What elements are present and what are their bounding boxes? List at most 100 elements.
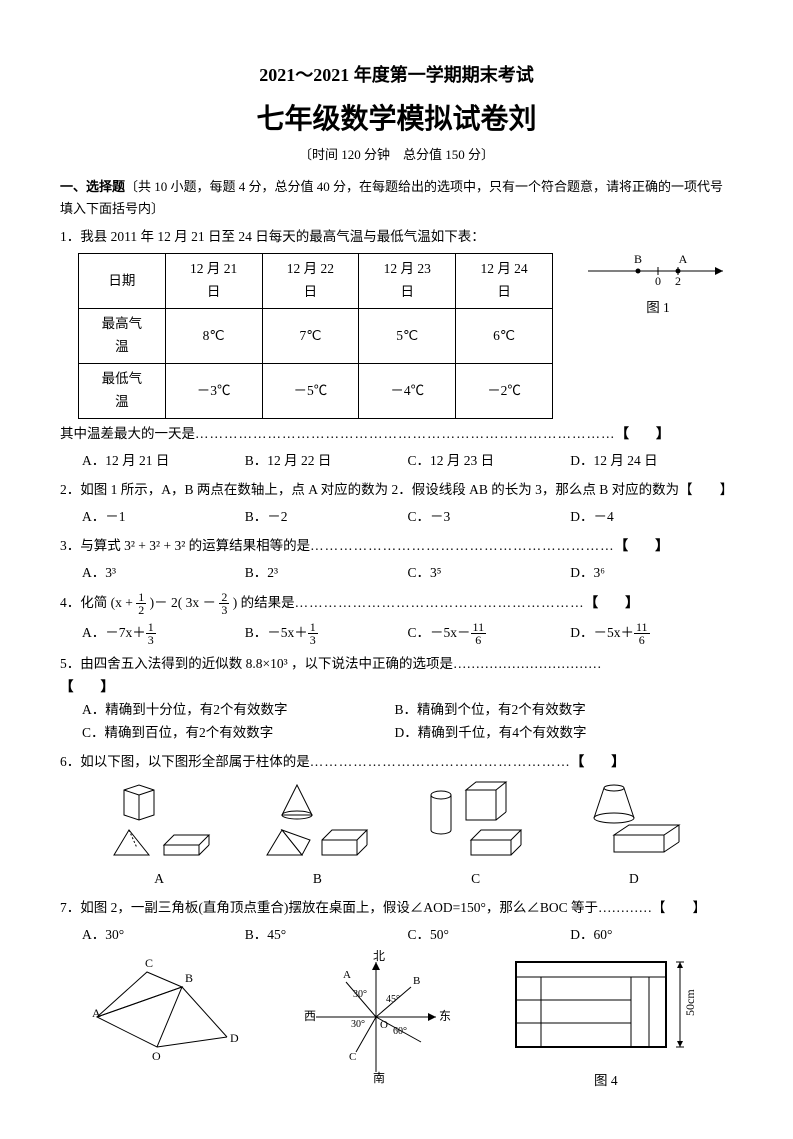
q2-opt-c[interactable]: C．－3	[408, 506, 571, 529]
q7-text: 7．如图 2，一副三角板(直角顶点重合)摆放在桌面上，假设∠AOD=150°，那…	[60, 897, 733, 920]
svg-text:北: 北	[373, 949, 385, 963]
svg-text:C: C	[349, 1051, 356, 1063]
q6-shape-c[interactable]: C	[421, 780, 531, 891]
answer-bracket: 【 】	[616, 426, 670, 441]
svg-text:东: 东	[439, 1009, 451, 1023]
q1-opt-c[interactable]: C．12 月 23 日	[408, 450, 571, 473]
q1-r1c2: －5℃	[262, 364, 359, 419]
q1-r0c1: 8℃	[165, 309, 262, 364]
q5-opt-b[interactable]: B．精确到个位，有2个有效数字	[394, 699, 706, 722]
svg-text:60°: 60°	[393, 1026, 407, 1037]
q1-th-1: 12 月 21 日	[165, 254, 262, 309]
svg-text:B: B	[634, 252, 642, 266]
question-2: 2．如图 1 所示，A，B 两点在数轴上，点 A 对应的数为 2．假设线段 AB…	[60, 479, 733, 529]
q6-shape-b[interactable]: B	[262, 780, 372, 891]
q1-opt-d[interactable]: D．12 月 24 日	[570, 450, 733, 473]
q2-opt-d[interactable]: D．－4	[570, 506, 733, 529]
q4-frac1: 12	[136, 591, 146, 617]
q3-options: A．3³ B．2³ C．3⁵ D．3⁶	[82, 562, 733, 585]
q1-r1c3: －4℃	[359, 364, 456, 419]
dots: ………………………………………………	[310, 754, 571, 769]
q2-text: 2．如图 1 所示，A，B 两点在数轴上，点 A 对应的数为 2．假设线段 AB…	[60, 479, 733, 502]
q4-lead: 4．化简 (x +	[60, 595, 136, 610]
q7-opt-b[interactable]: B．45°	[245, 924, 408, 947]
q3-opt-b[interactable]: B．2³	[245, 562, 408, 585]
q5-text: 5．由四舍五入法得到的近似数 8.8×10³ ，以下说法中正确的选项是………………	[60, 653, 733, 676]
q3-text: 3．与算式 3² + 3² + 3² 的运算结果相等的是…………………………………	[60, 535, 733, 558]
question-7: 7．如图 2，一副三角板(直角顶点重合)摆放在桌面上，假设∠AOD=150°，那…	[60, 897, 733, 1094]
q1-r0c4: 6℃	[456, 309, 553, 364]
q4-text: 4．化简 (x + 12 )－ 2( 3x － 23 ) 的结果是……………………	[60, 591, 733, 617]
answer-bracket: 【 】	[615, 538, 669, 553]
q4-options: A．－7x＋13 B．－5x＋13 C．－5x－116 D．－5x＋116	[82, 621, 733, 647]
q2-opt-b[interactable]: B．－2	[245, 506, 408, 529]
q2-opt-a[interactable]: A．－1	[82, 506, 245, 529]
q1-r0c3: 5℃	[359, 309, 456, 364]
q7-opt-a[interactable]: A．30°	[82, 924, 245, 947]
svg-text:C: C	[145, 956, 153, 970]
q2-options: A．－1 B．－2 C．－3 D．－4	[82, 506, 733, 529]
figure-4-label: 图 4	[506, 1070, 706, 1093]
svg-text:A: A	[679, 252, 688, 266]
header-title: 七年级数学模拟试卷刘	[60, 95, 733, 143]
svg-text:2: 2	[675, 274, 681, 288]
q4-frac2: 23	[219, 591, 229, 617]
q1-r0c0: 最高气温	[79, 309, 166, 364]
answer-bracket: 【 】	[585, 595, 639, 610]
q3-post: 的运算结果相等的是	[185, 538, 310, 553]
svg-text:30°: 30°	[353, 989, 367, 1000]
svg-text:0: 0	[655, 274, 661, 288]
svg-text:西: 西	[304, 1009, 316, 1023]
question-3: 3．与算式 3² + 3² + 3² 的运算结果相等的是…………………………………	[60, 535, 733, 585]
svg-text:O: O	[152, 1049, 161, 1063]
q1-r1c4: －2℃	[456, 364, 553, 419]
dots: ……………………………………………………………………………	[195, 426, 616, 441]
svg-text:A: A	[343, 969, 351, 981]
q1-table: 日期 12 月 21 日 12 月 22 日 12 月 23 日 12 月 24…	[78, 253, 553, 419]
q4-opt-c[interactable]: C．－5x－116	[408, 621, 571, 647]
figure-1-label: 图 1	[583, 297, 733, 320]
q7-opt-c[interactable]: C．50°	[408, 924, 571, 947]
solids-b-icon	[262, 780, 372, 860]
svg-text:50cm: 50cm	[683, 989, 697, 1016]
q4-opt-a[interactable]: A．－7x＋13	[82, 621, 245, 647]
q6-shape-a[interactable]: A	[104, 780, 214, 891]
question-6: 6．如以下图，以下图形全部属于柱体的是………………………………………………【 】…	[60, 751, 733, 891]
q4-opt-b[interactable]: B．－5x＋13	[245, 621, 408, 647]
svg-text:D: D	[230, 1031, 239, 1045]
q7-opt-d[interactable]: D．60°	[570, 924, 733, 947]
svg-text:O: O	[380, 1019, 388, 1031]
q7-options: A．30° B．45° C．50° D．60°	[82, 924, 733, 947]
question-1: 1．我县 2011 年 12 月 21 日至 24 日每天的最高气温与最低气温如…	[60, 226, 733, 472]
q1-th-0: 日期	[79, 254, 166, 309]
triangle-set-icon: A C B O D	[87, 952, 247, 1062]
q5-opt-a[interactable]: A．精确到十分位，有2个有效数字	[82, 699, 394, 722]
q5-opt-c[interactable]: C．精确到百位，有2个有效数字	[82, 722, 394, 745]
q3-opt-c[interactable]: C．3⁵	[408, 562, 571, 585]
q6-shapes: A B C	[80, 780, 713, 891]
q6-shape-d[interactable]: D	[579, 780, 689, 891]
q4-opt-d[interactable]: D．－5x＋116	[570, 621, 733, 647]
q3-opt-a[interactable]: A．3³	[82, 562, 245, 585]
header-sub: 〔时间 120 分钟 总分值 150 分〕	[60, 144, 733, 166]
q1-tail: 其中温差最大的一天是……………………………………………………………………………【…	[60, 423, 733, 446]
figure-4-wrap: 50cm 图 4	[506, 952, 706, 1093]
question-4: 4．化简 (x + 12 )－ 2( 3x － 23 ) 的结果是……………………	[60, 591, 733, 647]
q1-text: 1．我县 2011 年 12 月 21 日至 24 日每天的最高气温与最低气温如…	[60, 226, 733, 249]
header-year: 2021～2021 年度第一学期期末考试	[60, 60, 733, 91]
solids-c-icon	[421, 780, 531, 860]
question-5: 5．由四舍五入法得到的近似数 8.8×10³ ，以下说法中正确的选项是………………	[60, 653, 733, 745]
svg-text:南: 南	[373, 1070, 385, 1085]
svg-text:45°: 45°	[386, 994, 400, 1005]
q3-expr: 3² + 3² + 3²	[124, 538, 185, 553]
q1-opt-a[interactable]: A．12 月 21 日	[82, 450, 245, 473]
q3-opt-d[interactable]: D．3⁶	[570, 562, 733, 585]
section-1-label: 一、选择题	[60, 179, 125, 194]
q6-label-d: D	[579, 868, 689, 891]
q1-opt-b[interactable]: B．12 月 22 日	[245, 450, 408, 473]
q1-th-4: 12 月 24 日	[456, 254, 553, 309]
q5-opt-d[interactable]: D．精确到千位，有4个有效数字	[394, 722, 706, 745]
q6-label-b: B	[262, 868, 372, 891]
dots: ……………………………………………………	[295, 595, 585, 610]
q3-pre: 3．与算式	[60, 538, 124, 553]
